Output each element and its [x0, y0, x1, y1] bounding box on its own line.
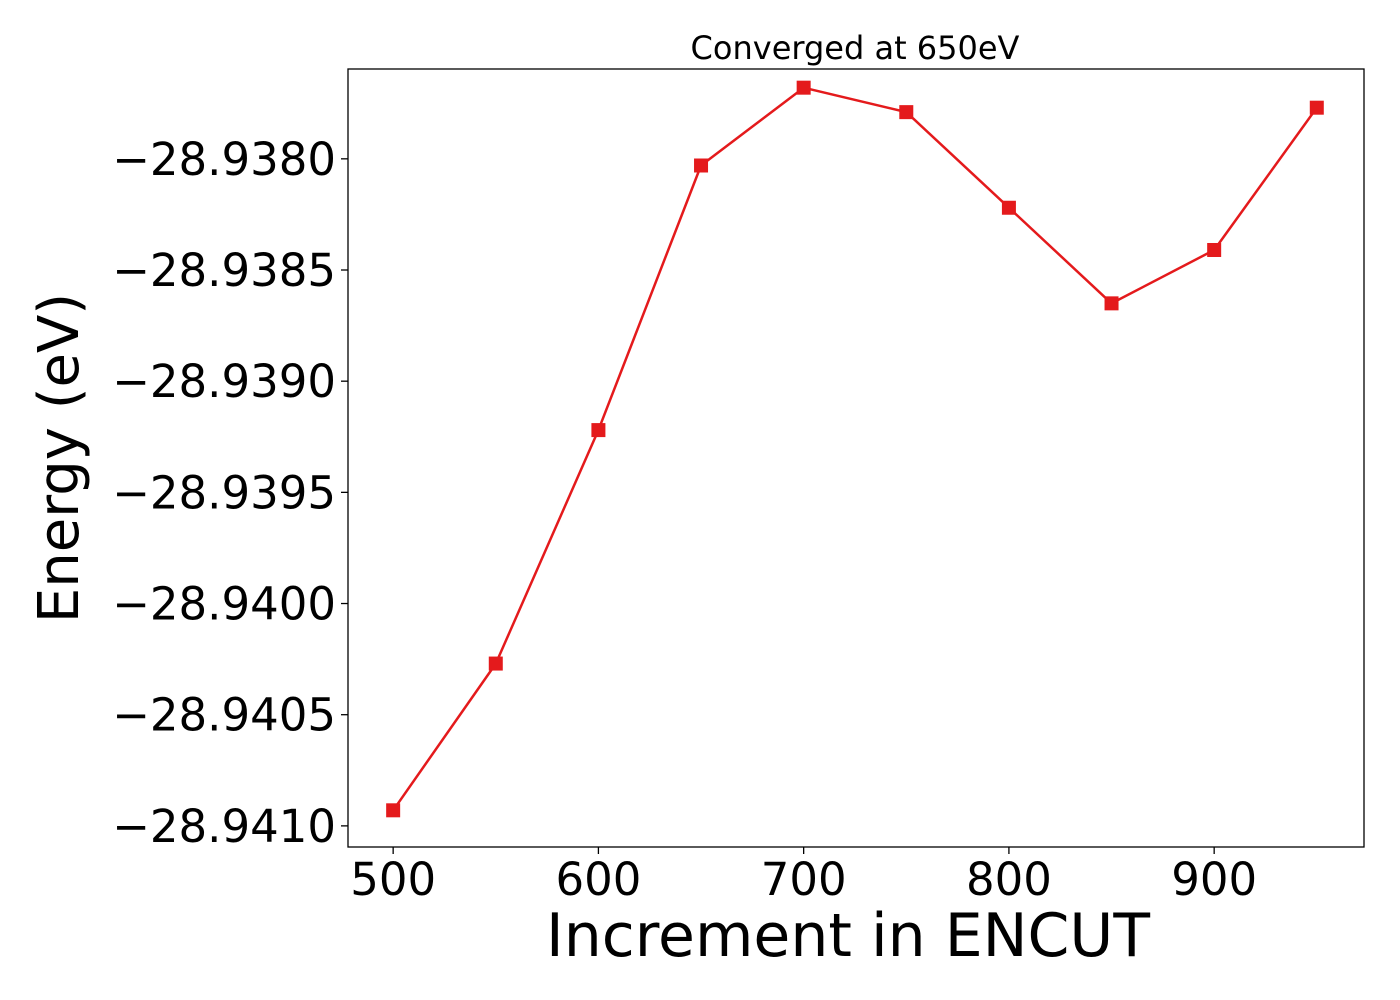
y-axis-label: Energy (eV)	[27, 293, 92, 623]
x-axis: 500 600 700 800 900	[350, 847, 1257, 906]
y-tick-label: −28.9390	[112, 355, 336, 408]
data-point-marker	[1001, 200, 1016, 215]
data-point-marker	[488, 656, 503, 671]
y-axis: −28.9410 −28.9405 −28.9400 −28.9395 −28.9390…	[112, 133, 348, 853]
axes-frame	[347, 68, 1365, 848]
y-tick-label: −28.9380	[112, 133, 336, 186]
series-line	[392, 86, 1318, 812]
data-point-marker	[591, 423, 606, 438]
y-tick-label: −28.9410	[112, 800, 336, 853]
x-tick-label: 500	[350, 853, 436, 906]
y-tick-label: −28.9395	[112, 466, 336, 519]
y-tick-label: −28.9400	[112, 578, 336, 631]
data-point-marker	[694, 158, 709, 173]
data-point-marker	[1104, 296, 1119, 311]
chart-title: Converged at 650eV	[691, 29, 1020, 67]
x-tick-label: 700	[761, 853, 847, 906]
data-point-marker	[899, 105, 914, 120]
plot-area	[347, 68, 1365, 848]
x-tick-label: 800	[966, 853, 1052, 906]
data-point-marker	[386, 803, 401, 818]
x-tick-label: 600	[555, 853, 641, 906]
x-tick-label: 900	[1171, 853, 1257, 906]
x-axis-label: Increment in ENCUT	[546, 901, 1150, 971]
y-tick-label: −28.9385	[112, 244, 336, 297]
data-point-marker	[1309, 100, 1324, 115]
y-tick-label: −28.9405	[112, 689, 336, 742]
data-point-marker	[796, 80, 811, 95]
data-point-marker	[1207, 242, 1222, 257]
